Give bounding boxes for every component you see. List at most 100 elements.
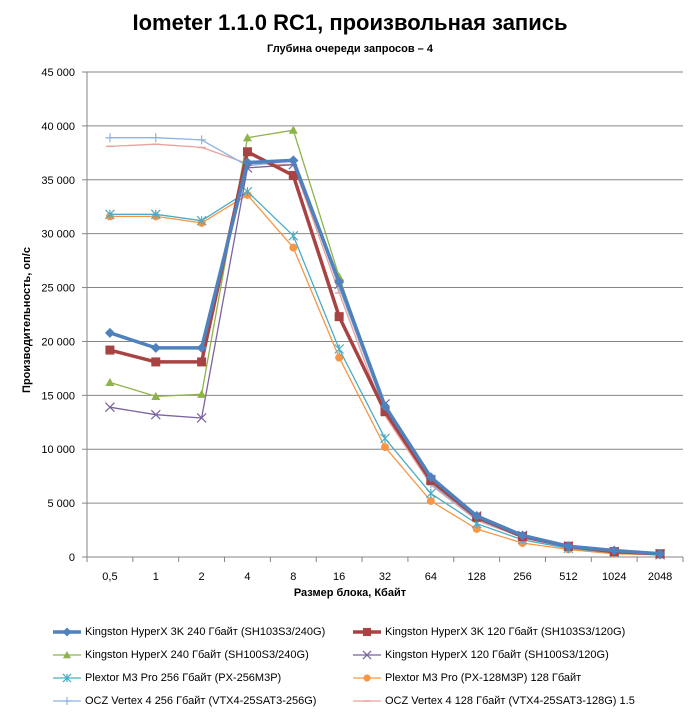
- legend-label: Kingston HyperX 120 Гбайт (SH100S3/120G): [385, 648, 609, 661]
- axes: 0 5 000 10 000 15 000 20 000 25 000 30 000 35 0…: [41, 67, 684, 583]
- legend-row: Kingston HyperX 240 Гбайт (SH100S3/240G)…: [52, 643, 692, 666]
- y-tick-label: 10 000: [41, 444, 75, 456]
- x-tick-label: 2048: [648, 571, 672, 583]
- y-tick-label: 45 000: [41, 67, 75, 79]
- x-tick-label: 16: [333, 571, 345, 583]
- y-tick-label: 5 000: [47, 498, 75, 510]
- data-point: [151, 391, 161, 401]
- data-point: [288, 170, 298, 180]
- legend-label: Kingston HyperX 3K 240 Гбайт (SH103S3/24…: [85, 625, 326, 638]
- y-tick-label: 30 000: [41, 229, 75, 241]
- data-point: [381, 443, 389, 452]
- legend-marker: [62, 650, 72, 658]
- data-point: [150, 409, 161, 420]
- data-point: [105, 377, 115, 386]
- data-point: [471, 511, 482, 522]
- series-line: [109, 129, 661, 555]
- legend-swatch-icon: [53, 673, 81, 682]
- x-axis-label: Размер блока, Кбайт: [293, 587, 407, 599]
- data-point: [609, 545, 620, 556]
- legend-swatch-icon: [53, 627, 81, 636]
- legend-marker: [62, 627, 72, 636]
- legend: Kingston HyperX 3K 240 Гбайт (SH103S3/24…: [52, 620, 692, 712]
- legend-row: OCZ Vertex 4 256 Гбайт (VTX4-25SAT3-256G…: [52, 689, 692, 712]
- data-point: [380, 433, 390, 444]
- x-tick-label: 8: [290, 571, 296, 583]
- data-point: [288, 125, 298, 134]
- x-tick-label: 1: [153, 571, 159, 583]
- legend-swatch-icon: [53, 696, 81, 705]
- x-tick-label: 1024: [602, 571, 626, 583]
- legend-label: Plextor M3 Pro 256 Гбайт (PX-256M3P): [85, 671, 282, 684]
- legend-swatch-icon: [353, 627, 381, 636]
- data-point: [334, 344, 345, 354]
- series-line: [109, 164, 661, 555]
- y-tick-label: 0: [69, 552, 75, 564]
- y-tick-label: 35 000: [41, 175, 75, 187]
- data-point: [151, 133, 161, 143]
- data-point: [197, 389, 207, 398]
- y-tick-label: 25 000: [41, 283, 75, 295]
- legend-swatch-icon: [353, 650, 381, 659]
- series-4: [104, 159, 666, 559]
- x-tick-label: 4: [244, 571, 250, 583]
- legend-label: Kingston HyperX 240 Гбайт (SH100S3/240G): [85, 648, 309, 661]
- legend-label: Kingston HyperX 3K 120 Гбайт (SH103S3/12…: [385, 625, 626, 638]
- legend-swatch-icon: [53, 650, 81, 658]
- series-lines: [104, 125, 666, 560]
- data-point: [380, 401, 390, 412]
- line-chart: 0 5 000 10 000 15 000 20 000 25 000 30 000 35 0…: [41, 67, 684, 583]
- legend-item: Kingston HyperX 3K 240 Гбайт (SH103S3/24…: [52, 626, 352, 638]
- legend-marker: [362, 627, 372, 636]
- series-line: [109, 190, 661, 556]
- data-point: [425, 472, 436, 483]
- legend-item: Plextor M3 Pro (PX-128M3P) 128 Гбайт: [352, 672, 692, 684]
- legend-item: OCZ Vertex 4 256 Гбайт (VTX4-25SAT3-256G…: [52, 695, 352, 707]
- x-tick-label: 128: [468, 571, 486, 583]
- legend-marker: [362, 650, 372, 659]
- data-point: [197, 357, 207, 367]
- x-tick-label: 2: [199, 571, 205, 583]
- data-point: [242, 147, 252, 157]
- data-point: [334, 277, 345, 288]
- data-point: [380, 407, 390, 416]
- legend-label: OCZ Vertex 4 256 Гбайт (VTX4-25SAT3-256G…: [85, 694, 317, 707]
- data-point: [289, 243, 298, 252]
- legend-item: Plextor M3 Pro 256 Гбайт (PX-256M3P): [52, 672, 352, 684]
- series-line: [109, 150, 661, 556]
- data-point: [335, 353, 344, 362]
- data-point: [150, 342, 161, 353]
- legend-row: Plextor M3 Pro 256 Гбайт (PX-256M3P) Plex…: [52, 666, 692, 689]
- data-point: [426, 496, 435, 505]
- data-point: [242, 133, 252, 142]
- series-6: [105, 190, 665, 559]
- legend-item: Kingston HyperX 3K 120 Гбайт (SH103S3/12…: [352, 626, 692, 638]
- data-point: [563, 541, 574, 552]
- series-line: [109, 194, 661, 556]
- legend-label: Plextor M3 Pro (PX-128M3P) 128 Гбайт: [385, 671, 582, 684]
- legend-item: OCZ Vertex 4 128 Гбайт (VTX4-25SAT3-128G…: [352, 695, 692, 707]
- series-2: [105, 147, 665, 559]
- data-point: [151, 357, 161, 367]
- y-tick-label: 15 000: [41, 390, 75, 402]
- data-point: [288, 230, 299, 241]
- data-point: [104, 402, 115, 413]
- data-point: [196, 215, 207, 226]
- data-point: [196, 342, 207, 353]
- data-point: [150, 209, 161, 220]
- legend-marker: [363, 673, 371, 682]
- data-point: [196, 413, 207, 423]
- chart-title: Iometer 1.1.0 RC1, произвольная запись: [132, 10, 568, 35]
- x-tick-label: 32: [379, 571, 391, 583]
- series-1: [104, 155, 666, 559]
- data-point: [105, 345, 115, 355]
- legend-item: Kingston HyperX 120 Гбайт (SH100S3/120G): [352, 649, 692, 661]
- y-tick-label: 40 000: [41, 121, 75, 133]
- data-point: [242, 157, 253, 168]
- x-tick-label: 0,5: [102, 571, 117, 583]
- data-point: [105, 133, 115, 143]
- legend-label: OCZ Vertex 4 128 Гбайт (VTX4-25SAT3-128G…: [385, 694, 635, 707]
- data-point: [425, 488, 436, 499]
- data-point: [288, 155, 299, 166]
- chart-subtitle: Глубина очереди запросов – 4: [267, 43, 433, 55]
